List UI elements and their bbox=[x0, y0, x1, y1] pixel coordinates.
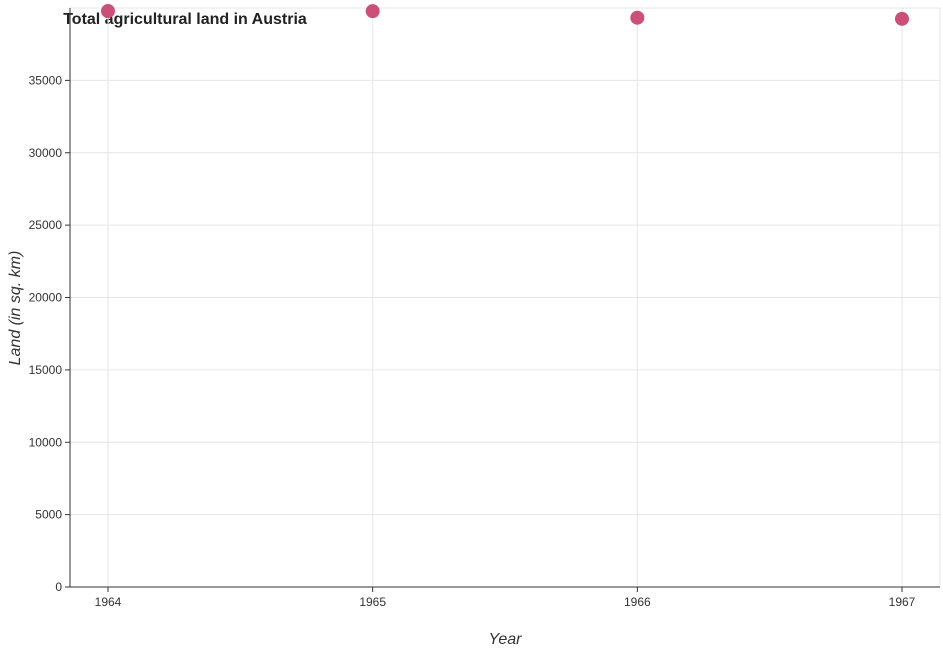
y-tick-label: 0 bbox=[55, 580, 62, 594]
data-point bbox=[365, 4, 380, 19]
x-tick-label: 1966 bbox=[624, 595, 651, 609]
y-tick-label: 5000 bbox=[35, 508, 62, 522]
y-tick-label: 10000 bbox=[29, 435, 63, 449]
chart-title: Total agricultural land in Austria bbox=[63, 11, 307, 28]
x-tick-label: 1964 bbox=[95, 595, 122, 609]
data-point bbox=[895, 11, 909, 26]
y-tick-labels: 0 5000 10000 15000 20000 25000 30000 35000 bbox=[29, 73, 63, 594]
y-tick-label: 30000 bbox=[29, 146, 63, 160]
y-axis-title: Land (in sq. km) bbox=[7, 251, 24, 366]
y-tick-label: 15000 bbox=[29, 363, 63, 377]
data-point bbox=[101, 4, 115, 19]
y-tick-label: 35000 bbox=[29, 73, 63, 87]
y-tick-label: 20000 bbox=[29, 291, 63, 305]
data-points bbox=[101, 4, 909, 26]
axes bbox=[65, 8, 940, 592]
x-tick-label: 1967 bbox=[889, 595, 916, 609]
data-point bbox=[630, 10, 645, 25]
y-tick-label: 25000 bbox=[29, 218, 63, 232]
x-tick-label: 1965 bbox=[359, 595, 386, 609]
x-tick-labels: 1964 1965 1966 1967 bbox=[95, 595, 916, 609]
x-axis-title: Year bbox=[489, 631, 523, 648]
grid-lines bbox=[70, 7, 941, 588]
